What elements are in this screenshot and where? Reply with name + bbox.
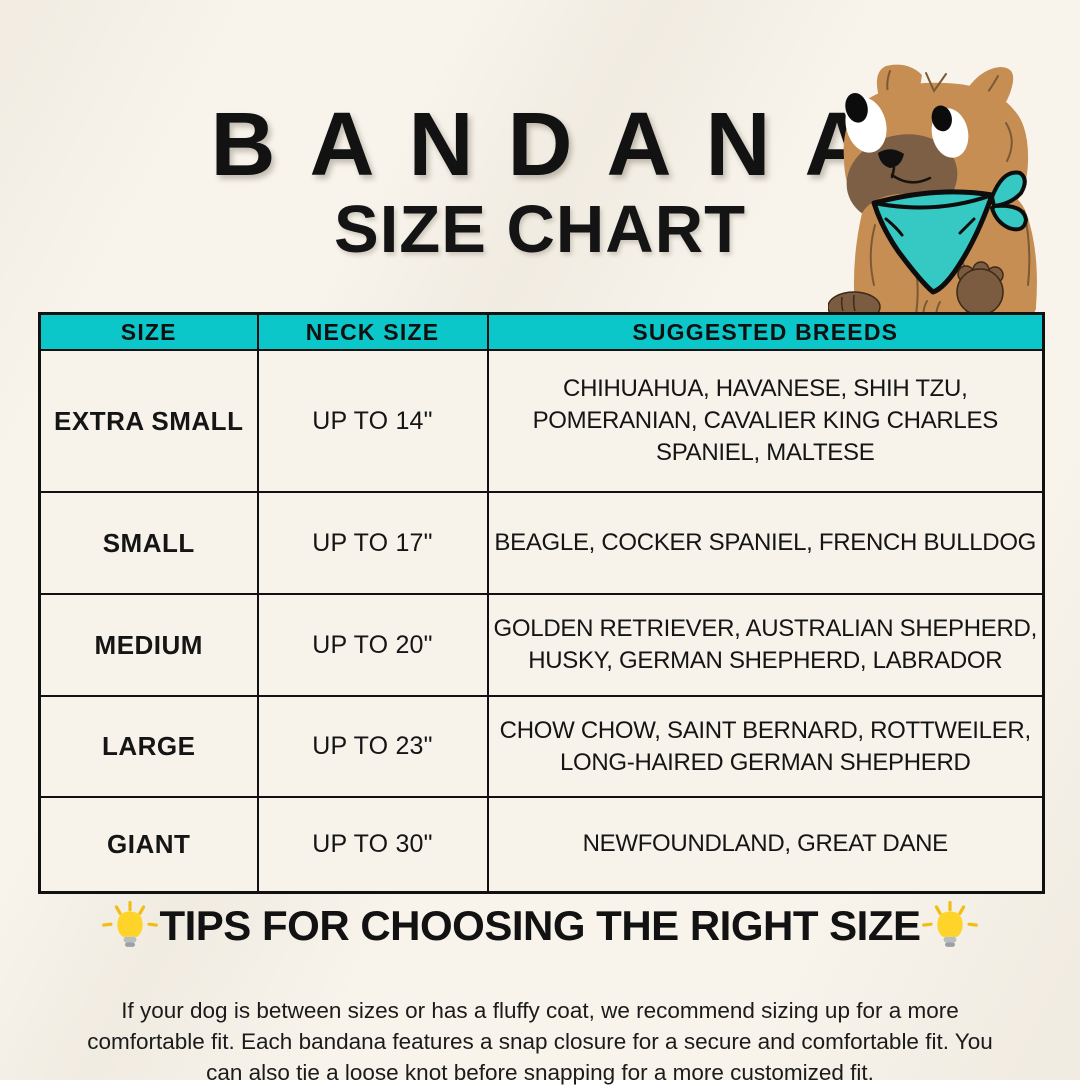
tips-heading-row: TIPS FOR CHOOSING THE RIGHT SIZE: [0, 898, 1080, 954]
size-cell: LARGE: [38, 695, 259, 798]
tips-heading: TIPS FOR CHOOSING THE RIGHT SIZE: [159, 902, 921, 949]
neck-size-cell: UP TO 20": [256, 593, 489, 697]
size-cell: MEDIUM: [38, 593, 259, 697]
column-header-suggested-breeds: SUGGESTED BREEDS: [486, 312, 1045, 351]
size-cell: EXTRA SMALL: [38, 349, 259, 493]
column-header-size: SIZE: [38, 312, 259, 351]
tips-paragraph: If your dog is between sizes or has a fl…: [87, 997, 993, 1085]
size-cell: SMALL: [38, 491, 259, 595]
table-row: SMALL UP TO 17" BEAGLE, COCKER SPANIEL, …: [38, 491, 1045, 595]
dog-with-teal-bandana-icon: [828, 64, 1037, 315]
table-row: LARGE UP TO 23" CHOW CHOW, SAINT BERNARD…: [38, 695, 1045, 798]
table-row: EXTRA SMALL UP TO 14" CHIHUAHUA, HAVANES…: [38, 349, 1045, 493]
neck-size-cell: UP TO 30": [256, 796, 489, 893]
neck-size-cell: UP TO 23": [256, 695, 489, 798]
breeds-cell: CHOW CHOW, SAINT BERNARD, ROTTWEILER, LO…: [486, 695, 1045, 798]
lightbulb-icon: [921, 900, 978, 947]
column-header-neck-size: NECK SIZE: [256, 312, 489, 351]
table-row: GIANT UP TO 30" NEWFOUNDLAND, GREAT DANE: [38, 796, 1045, 893]
lightbulb-icon: [102, 900, 159, 947]
neck-size-cell: UP TO 17": [256, 491, 489, 595]
table-row: MEDIUM UP TO 20" GOLDEN RETRIEVER, AUSTR…: [38, 593, 1045, 697]
breeds-cell: NEWFOUNDLAND, GREAT DANE: [486, 796, 1045, 893]
table-header-row: SIZE NECK SIZE SUGGESTED BREEDS: [38, 312, 1045, 351]
neck-size-cell: UP TO 14": [256, 349, 489, 493]
page-title: BANDANA: [210, 95, 904, 195]
breeds-cell: GOLDEN RETRIEVER, AUSTRALIAN SHEPHERD, H…: [486, 593, 1045, 697]
page-subtitle: SIZE CHART: [334, 192, 746, 267]
size-chart-table: SIZE NECK SIZE SUGGESTED BREEDS EXTRA SM…: [38, 312, 1045, 894]
size-cell: GIANT: [38, 796, 259, 893]
breeds-cell: CHIHUAHUA, HAVANESE, SHIH TZU, POMERANIA…: [486, 349, 1045, 493]
breeds-cell: BEAGLE, COCKER SPANIEL, FRENCH BULLDOG: [486, 491, 1045, 595]
